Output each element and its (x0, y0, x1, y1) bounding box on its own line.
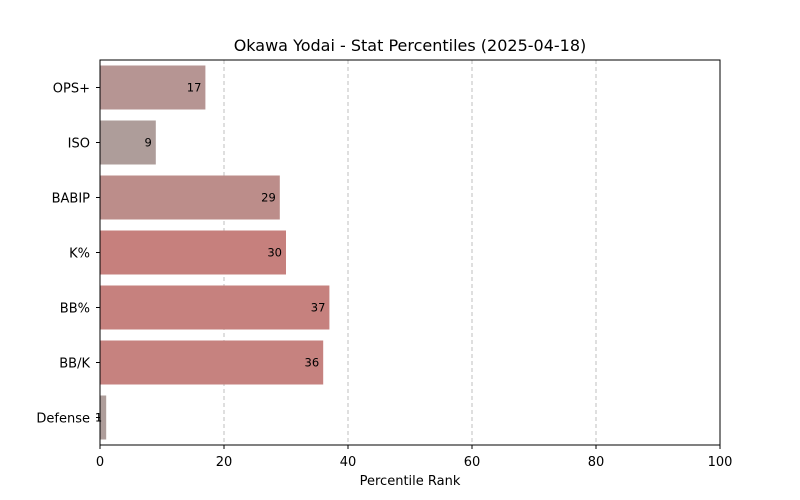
x-axis: 0 20 40 60 80 100 (96, 445, 733, 470)
x-tick-label: 60 (464, 455, 481, 470)
bar (100, 175, 280, 220)
bar-value-label: 17 (187, 81, 202, 95)
bar (100, 395, 107, 440)
bar (100, 285, 330, 330)
x-tick-label: 40 (340, 455, 357, 470)
x-tick-label: 80 (588, 455, 605, 470)
bar (100, 230, 286, 275)
bar-value-label: 30 (267, 246, 282, 260)
bar-value-label: 36 (305, 356, 320, 370)
chart-title: Okawa Yodai - Stat Percentiles (2025-04-… (234, 36, 587, 55)
y-axis: OPS+ ISO BABIP K% BB% BB/K Defense (36, 82, 100, 427)
y-category-label: OPS+ (53, 82, 90, 97)
x-tick-label: 20 (216, 455, 233, 470)
y-category-label: K% (69, 247, 90, 262)
bar-value-label: 9 (144, 136, 151, 150)
y-category-label: BABIP (52, 192, 91, 207)
bar (100, 340, 324, 385)
x-tick-label: 0 (96, 455, 104, 470)
x-axis-label: Percentile Rank (360, 474, 461, 489)
y-category-label: Defense (36, 412, 90, 427)
bar (100, 65, 206, 110)
bar-value-label: 29 (261, 191, 276, 205)
y-category-label: BB% (60, 302, 90, 317)
y-category-label: BB/K (59, 357, 90, 372)
bar (100, 120, 156, 165)
y-category-label: ISO (68, 137, 90, 152)
x-tick-label: 100 (708, 455, 733, 470)
bar-value-label: 37 (311, 301, 326, 315)
